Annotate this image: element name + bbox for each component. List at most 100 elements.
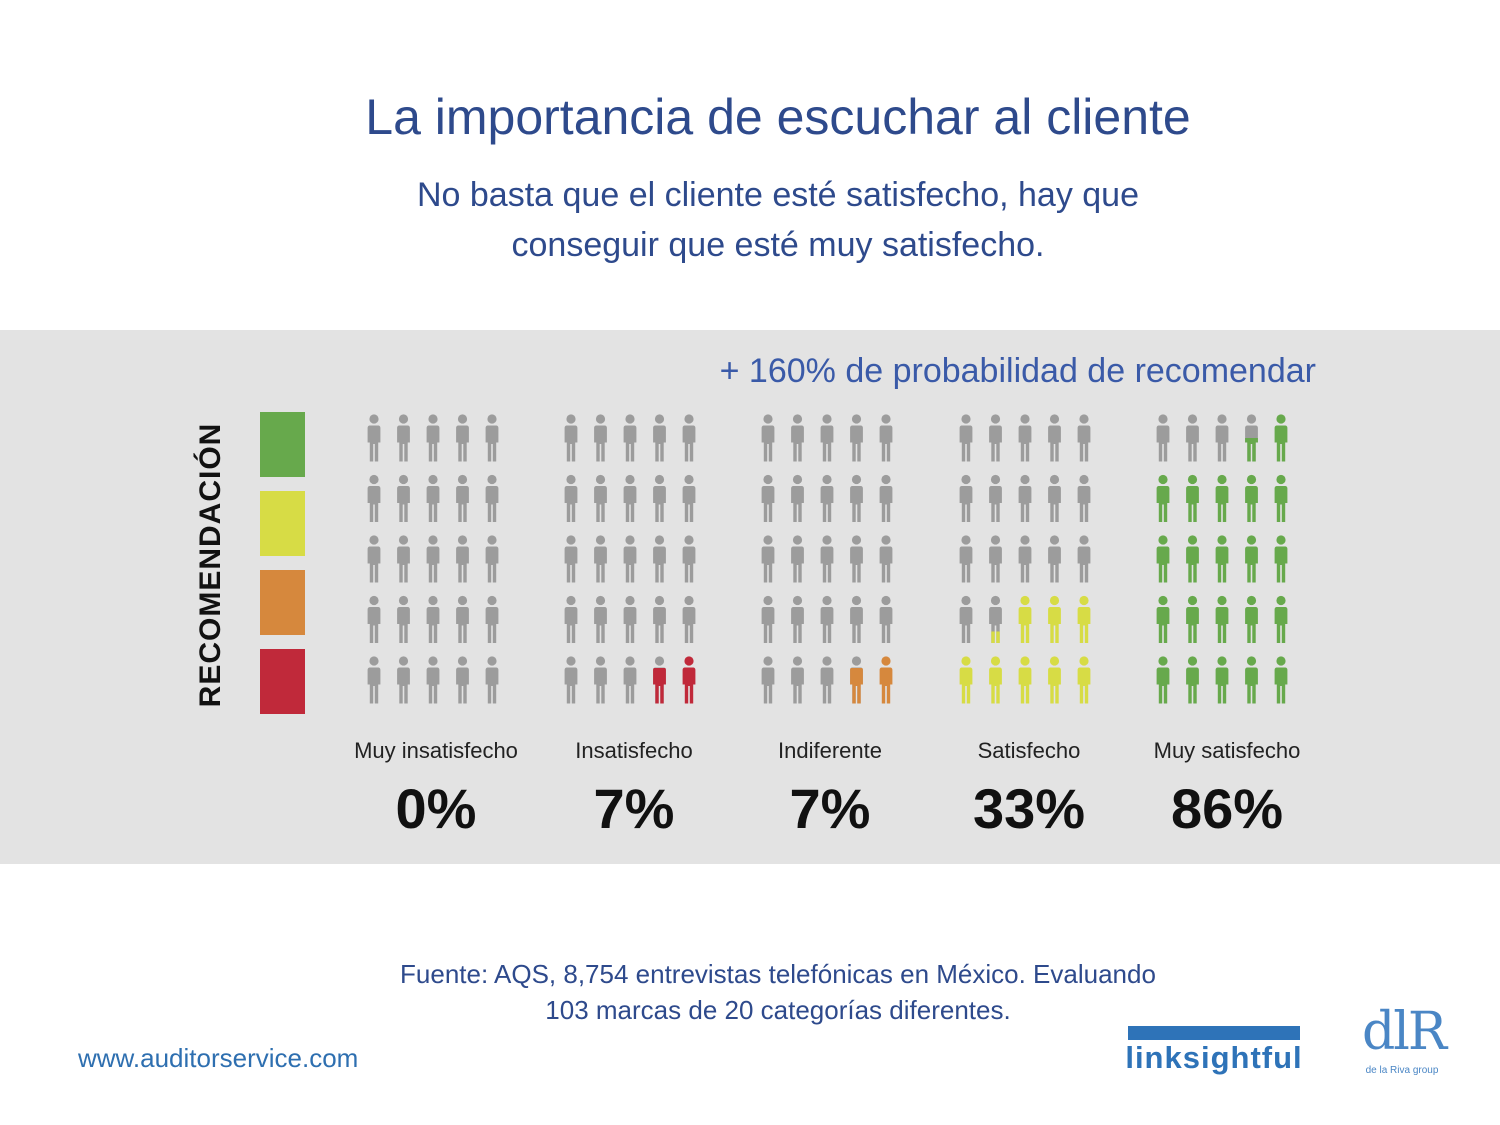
person-icon: [1215, 656, 1229, 704]
person-icon: [1156, 535, 1170, 583]
source-line-2: 103 marcas de 20 categorías diferentes.: [545, 995, 1011, 1025]
source-line-1: Fuente: AQS, 8,754 entrevistas telefónic…: [400, 959, 1156, 989]
scale-swatch-red: [260, 649, 305, 714]
person-icon: [623, 656, 637, 704]
person-icon: [1274, 656, 1288, 704]
person-icon: [791, 474, 804, 522]
dlr-logo-mark: dlR: [1362, 1002, 1447, 1062]
person-icon: [594, 595, 607, 643]
person-icon: [879, 474, 893, 522]
person-icon: [426, 535, 440, 583]
person-icon: [564, 656, 578, 704]
person-icon: [791, 595, 804, 643]
person-icon: [791, 414, 804, 462]
scale-swatch-green: [260, 412, 305, 477]
person-icon: [989, 656, 1002, 704]
person-icon: [426, 474, 440, 522]
person-icon: [653, 656, 666, 704]
person-icon: [1274, 474, 1288, 522]
person-icon: [1274, 595, 1288, 643]
pictogram-group-3: [761, 414, 893, 704]
person-icon: [397, 595, 410, 643]
person-icon: [367, 595, 381, 643]
category-label: Insatisfecho: [575, 738, 692, 763]
person-icon: [1186, 595, 1199, 643]
person-icon: [1274, 414, 1288, 462]
person-icon: [1077, 595, 1091, 643]
person-icon: [397, 474, 410, 522]
category-label: Indiferente: [778, 738, 882, 763]
person-icon: [485, 656, 499, 704]
person-icon: [879, 414, 893, 462]
category-label: Muy insatisfecho: [354, 738, 518, 763]
person-icon: [820, 535, 834, 583]
person-icon: [761, 414, 775, 462]
person-icon: [1077, 656, 1091, 704]
person-icon: [1077, 535, 1091, 583]
person-icon: [1156, 595, 1170, 643]
person-icon: [989, 474, 1002, 522]
person-icon: [682, 656, 696, 704]
value-label: 0%: [396, 777, 477, 840]
person-icon: [456, 595, 469, 643]
person-icon: [1186, 474, 1199, 522]
person-icon: [989, 595, 1002, 643]
person-icon: [456, 535, 469, 583]
person-icon: [397, 414, 410, 462]
person-icon: [959, 414, 973, 462]
person-icon: [456, 414, 469, 462]
person-icon: [1186, 535, 1199, 583]
person-icon: [485, 595, 499, 643]
linksightful-logo-text: linksightful: [1125, 1040, 1303, 1075]
person-icon: [820, 474, 834, 522]
website-url[interactable]: www.auditorservice.com: [78, 1043, 359, 1073]
person-icon: [1018, 535, 1032, 583]
person-icon: [426, 414, 440, 462]
person-icon: [1077, 414, 1091, 462]
person-icon: [594, 474, 607, 522]
person-icon: [1018, 656, 1032, 704]
person-icon: [820, 595, 834, 643]
pictogram-group-5: [1156, 414, 1288, 704]
person-icon: [850, 595, 863, 643]
linksightful-logo: linksightful: [1124, 1026, 1304, 1076]
person-icon: [1048, 595, 1061, 643]
person-icon: [850, 414, 863, 462]
person-icon: [564, 474, 578, 522]
subtitle-line-1: No basta que el cliente esté satisfecho,…: [416, 176, 1140, 214]
person-icon: [1245, 414, 1258, 462]
person-icon: [850, 474, 863, 522]
person-icon: [959, 656, 973, 704]
person-icon: [761, 595, 775, 643]
page-subtitle: No basta que el cliente esté satisfecho,…: [0, 170, 1500, 270]
person-icon: [1245, 595, 1258, 643]
person-icon: [791, 656, 804, 704]
person-icon: [653, 535, 666, 583]
person-icon: [682, 474, 696, 522]
person-icon: [485, 535, 499, 583]
person-icon: [623, 414, 637, 462]
person-icon: [1186, 656, 1199, 704]
person-icon: [594, 414, 607, 462]
person-icon: [1274, 535, 1288, 583]
person-icon: [1018, 414, 1032, 462]
value-label: 86%: [1171, 777, 1283, 840]
person-icon: [456, 474, 469, 522]
person-icon: [1186, 414, 1199, 462]
person-icon: [653, 414, 666, 462]
person-icon: [426, 595, 440, 643]
person-icon: [485, 474, 499, 522]
person-icon: [1156, 474, 1170, 522]
value-label: 7%: [790, 777, 871, 840]
scale-swatch-orange: [260, 570, 305, 635]
person-icon: [594, 535, 607, 583]
person-icon: [367, 414, 381, 462]
highlight-text: + 160% de probabilidad de recomendar: [719, 352, 1316, 390]
person-icon: [485, 414, 499, 462]
person-icon: [1245, 656, 1258, 704]
person-icon: [564, 535, 578, 583]
person-icon: [1077, 474, 1091, 522]
person-icon: [1215, 535, 1229, 583]
person-icon: [397, 535, 410, 583]
